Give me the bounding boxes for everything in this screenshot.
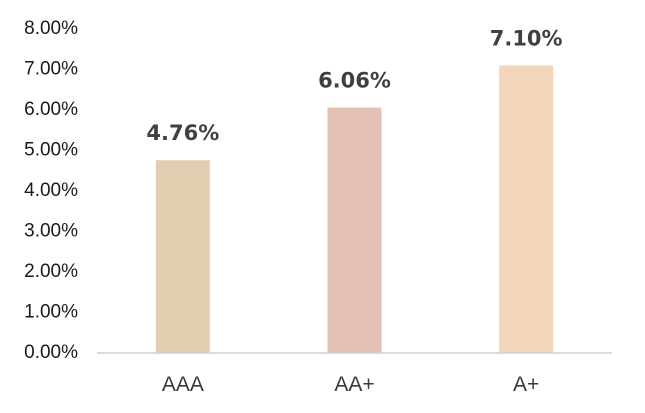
y-tick-label: 1.00% — [24, 302, 78, 323]
data-label: 6.06% — [318, 69, 391, 93]
y-tick-label: 8.00% — [24, 18, 78, 39]
x-category-label: A+ — [513, 373, 539, 396]
bar-aa-plus — [327, 107, 382, 353]
data-label: 7.10% — [490, 26, 563, 50]
data-labels: 4.76% 6.06% 7.10% — [146, 26, 562, 145]
y-tick-label: 0.00% — [24, 342, 78, 363]
x-category-label: AA+ — [334, 373, 374, 396]
bar-aaa — [155, 160, 210, 353]
y-tick-label: 3.00% — [24, 221, 78, 242]
y-tick-label: 7.00% — [24, 59, 78, 80]
bar-a-plus — [499, 65, 554, 353]
y-tick-label: 5.00% — [24, 140, 78, 161]
bars — [155, 65, 554, 353]
x-category-label: AAA — [162, 373, 204, 396]
y-axis-tick-labels: 0.00% 1.00% 2.00% 3.00% 4.00% 5.00% 6.00% 7.00%… — [24, 18, 78, 363]
y-tick-label: 6.00% — [24, 99, 78, 120]
y-tick-label: 4.00% — [24, 180, 78, 201]
data-label: 4.76% — [146, 121, 219, 145]
y-tick-label: 2.00% — [24, 261, 78, 282]
x-axis-category-labels: AAA AA+ A+ — [162, 373, 539, 396]
